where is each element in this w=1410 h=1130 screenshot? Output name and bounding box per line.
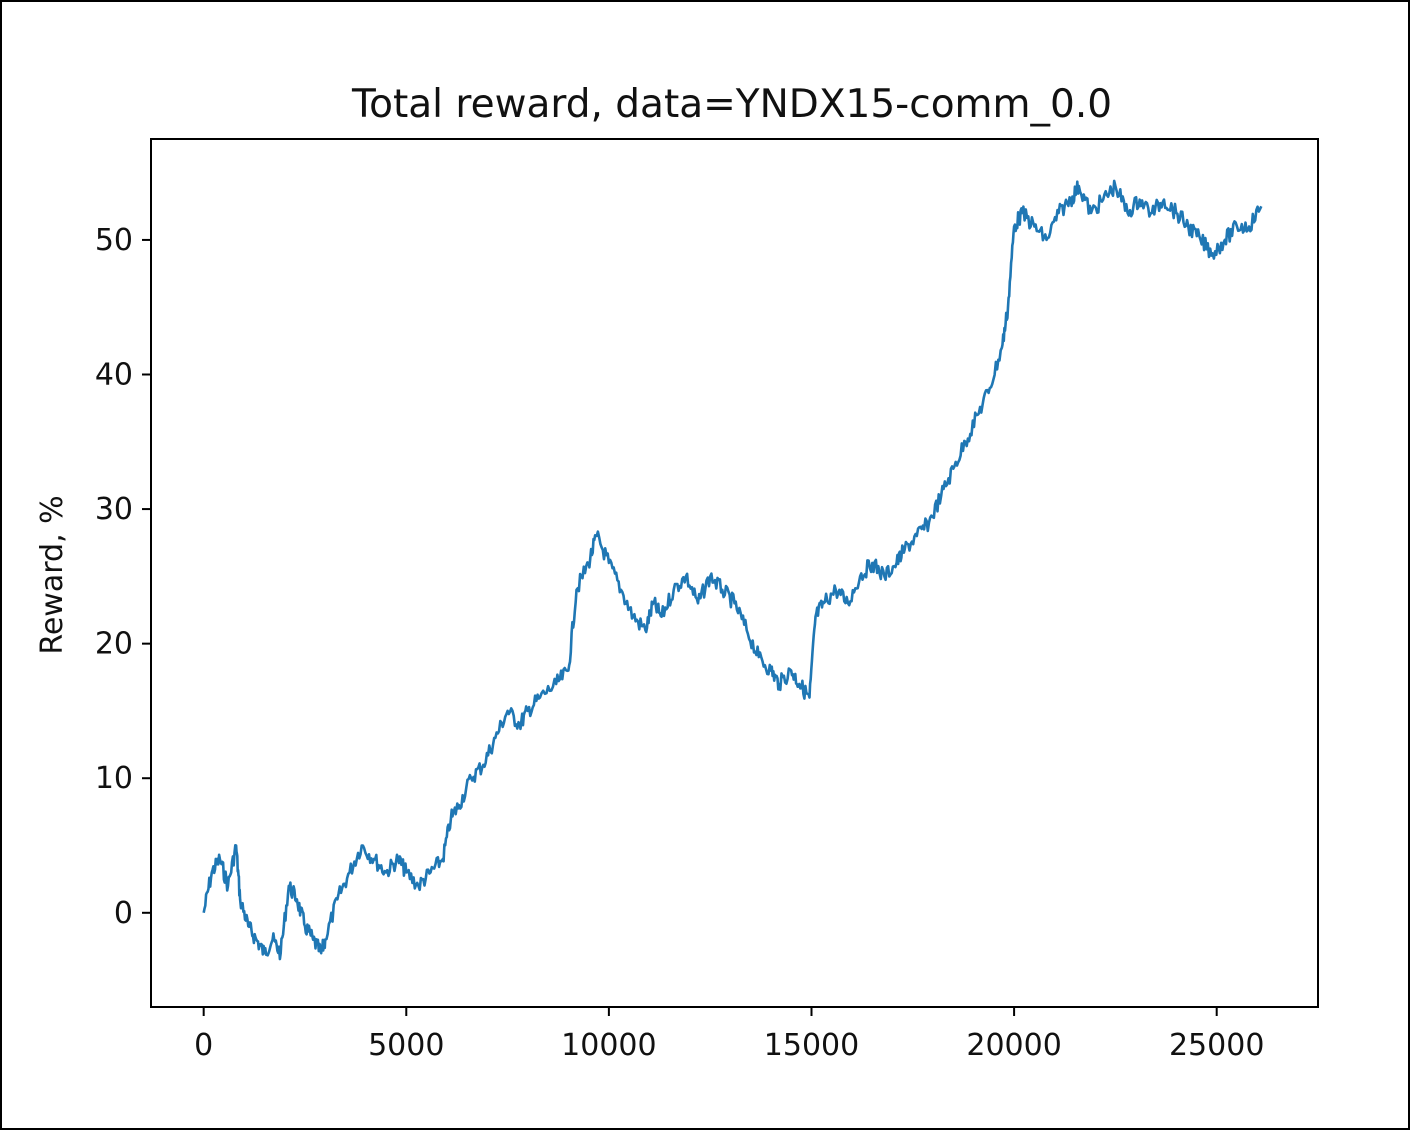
x-tick-label: 20000	[966, 1028, 1061, 1063]
y-tick-label: 0	[114, 896, 133, 931]
x-tick-label: 25000	[1169, 1028, 1264, 1063]
y-tick-label: 30	[95, 492, 133, 527]
y-tick-label: 20	[95, 627, 133, 662]
y-axis-label: Reward, %	[35, 495, 70, 654]
x-axis: 0 5000 10000 15000 20000 25000	[194, 1007, 1264, 1063]
x-tick-label: 15000	[764, 1028, 859, 1063]
x-tick-label: 10000	[561, 1028, 656, 1063]
y-tick-label: 40	[95, 358, 133, 393]
x-tick-label: 0	[194, 1028, 213, 1063]
y-axis: 0 10 20 30 40 50	[95, 223, 151, 931]
reward-series-line	[202, 179, 1263, 961]
chart-title: Total reward, data=YNDX15-comm_0.0	[351, 82, 1112, 127]
x-tick-label: 5000	[368, 1028, 444, 1063]
plot-area-border	[150, 138, 1319, 1008]
y-tick-label: 10	[95, 761, 133, 796]
y-tick-label: 50	[95, 223, 133, 258]
